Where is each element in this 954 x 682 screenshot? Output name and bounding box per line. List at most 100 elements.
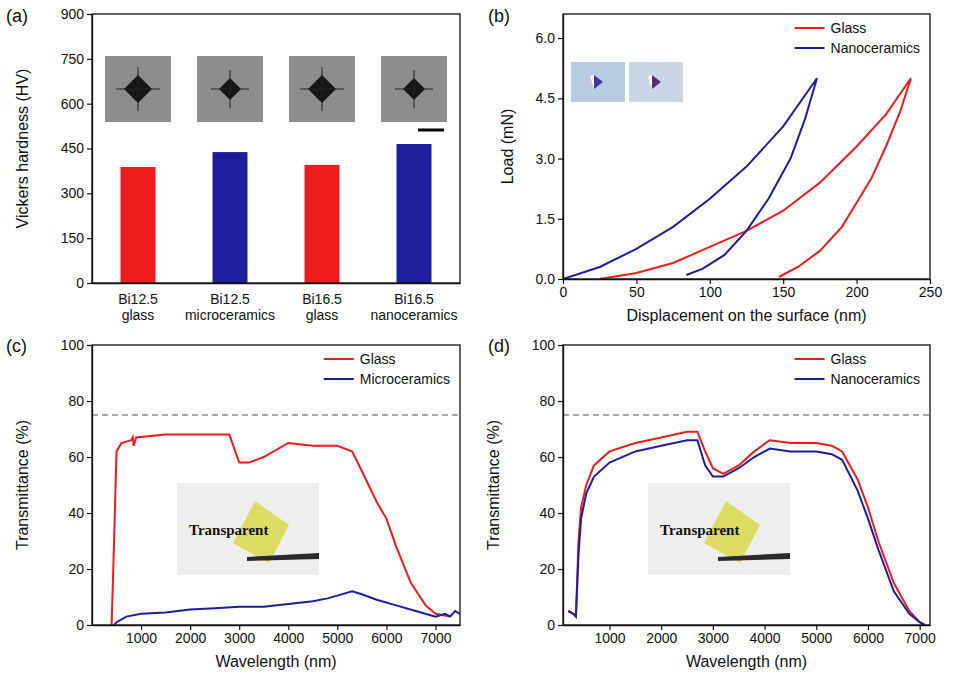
bar bbox=[213, 152, 248, 283]
axis-line bbox=[92, 15, 93, 284]
legend-item: Nanoceramics bbox=[795, 371, 920, 387]
indent-highlight bbox=[648, 75, 652, 89]
tick-mark bbox=[87, 59, 92, 60]
tick-mark bbox=[87, 457, 92, 458]
legend-swatch bbox=[795, 27, 825, 29]
axis-line bbox=[93, 283, 461, 284]
inset-photo: Transparent bbox=[177, 483, 319, 575]
tick-mark bbox=[87, 238, 92, 239]
inset-image bbox=[629, 62, 683, 102]
tick-mark bbox=[558, 457, 563, 458]
tick-label: 100 bbox=[532, 337, 556, 353]
legend-swatch bbox=[795, 378, 825, 380]
tick-mark bbox=[87, 14, 92, 15]
plot-area bbox=[121, 144, 432, 283]
panel-letter: (b) bbox=[488, 6, 510, 26]
axis-line bbox=[563, 15, 564, 280]
tick: 1000 bbox=[126, 625, 157, 646]
tick-label: 2000 bbox=[175, 630, 206, 646]
tick-label: 900 bbox=[61, 6, 85, 22]
legend: Glass Nanoceramics bbox=[795, 351, 920, 387]
tick-label: 150 bbox=[772, 284, 796, 300]
annotation: Transparent bbox=[660, 522, 739, 538]
tick: 20 bbox=[68, 561, 92, 577]
tick-label: 5000 bbox=[322, 630, 353, 646]
legend-label: Glass bbox=[831, 351, 867, 367]
series-line bbox=[563, 78, 817, 279]
tick: 750 bbox=[61, 51, 92, 67]
tick: 3.0 bbox=[536, 151, 563, 167]
tick: 900 bbox=[61, 6, 92, 22]
axis-line bbox=[563, 346, 564, 626]
tick-mark bbox=[558, 513, 563, 514]
tick-label: 450 bbox=[61, 140, 85, 156]
tick: 20 bbox=[539, 561, 563, 577]
inset-image bbox=[648, 483, 790, 575]
tick-label: 60 bbox=[539, 449, 555, 465]
legend-item: Glass bbox=[324, 351, 396, 367]
tick-label: 50 bbox=[629, 284, 645, 300]
tick-label: 300 bbox=[61, 185, 85, 201]
tick-label: 7000 bbox=[420, 630, 451, 646]
tick: 200 bbox=[845, 279, 869, 300]
series-line bbox=[568, 440, 925, 625]
tick-label: 1000 bbox=[594, 630, 625, 646]
tick-mark bbox=[558, 625, 563, 626]
axis-line bbox=[564, 279, 931, 280]
tick-mark bbox=[558, 345, 563, 346]
axis-line bbox=[93, 625, 461, 626]
tick: Bi16.5nanoceramics bbox=[370, 283, 457, 323]
plot-frame bbox=[92, 345, 460, 625]
tick: 7000 bbox=[905, 625, 936, 646]
tick-mark bbox=[558, 279, 563, 280]
series-line bbox=[112, 435, 451, 625]
tick: 3000 bbox=[698, 625, 729, 646]
tick-label: 250 bbox=[919, 284, 943, 300]
indent-cracks bbox=[116, 67, 160, 111]
tick-label: 3000 bbox=[224, 630, 255, 646]
annotation: Transparent bbox=[189, 522, 268, 538]
indent-cracks bbox=[211, 70, 249, 108]
tick: 6.0 bbox=[536, 30, 563, 46]
inset-images bbox=[105, 56, 447, 130]
tick: 60 bbox=[68, 449, 92, 465]
tick-label: 750 bbox=[61, 51, 85, 67]
tick-label: 2000 bbox=[646, 630, 677, 646]
inset-image bbox=[381, 56, 447, 122]
axis-line bbox=[92, 346, 93, 626]
tick: 3000 bbox=[224, 625, 255, 646]
tick-label: 20 bbox=[539, 561, 555, 577]
tick: 40 bbox=[539, 505, 563, 521]
tick-label: 6000 bbox=[371, 630, 402, 646]
tick: 150 bbox=[772, 279, 796, 300]
indent-highlight bbox=[590, 75, 594, 89]
legend-swatch bbox=[324, 358, 354, 360]
tick: 50 bbox=[629, 279, 645, 300]
inset-image bbox=[571, 62, 625, 102]
x-axis: 1000200030004000500060007000 bbox=[564, 625, 936, 646]
tick: Bi12.5glass bbox=[118, 283, 158, 323]
tick: Bi12.5microceramics bbox=[185, 283, 275, 323]
y-axis: 020406080100 bbox=[532, 337, 564, 633]
tick-label: 7000 bbox=[905, 630, 936, 646]
legend: GlassNanoceramics bbox=[795, 20, 920, 56]
tick-label: 80 bbox=[68, 393, 84, 409]
reference-line bbox=[563, 414, 930, 415]
tick: 0 bbox=[76, 275, 92, 291]
panel-letter: (c) bbox=[6, 336, 27, 356]
tick-mark bbox=[558, 98, 563, 99]
plot-area bbox=[563, 415, 930, 625]
y-axis: 0.01.53.04.56.0 bbox=[536, 15, 564, 287]
tick-mark bbox=[87, 345, 92, 346]
x-axis: 050100150200250 bbox=[560, 279, 943, 300]
series-line bbox=[114, 591, 460, 625]
inset-image bbox=[197, 56, 263, 122]
tick: 2000 bbox=[175, 625, 206, 646]
indent bbox=[594, 75, 603, 89]
legend-swatch bbox=[324, 378, 354, 380]
tick: 0 bbox=[547, 617, 563, 633]
legend-item: Microceramics bbox=[324, 371, 450, 387]
tick-label: 0 bbox=[76, 617, 84, 633]
tick-mark bbox=[558, 219, 563, 220]
legend-label: Nanoceramics bbox=[831, 40, 920, 56]
